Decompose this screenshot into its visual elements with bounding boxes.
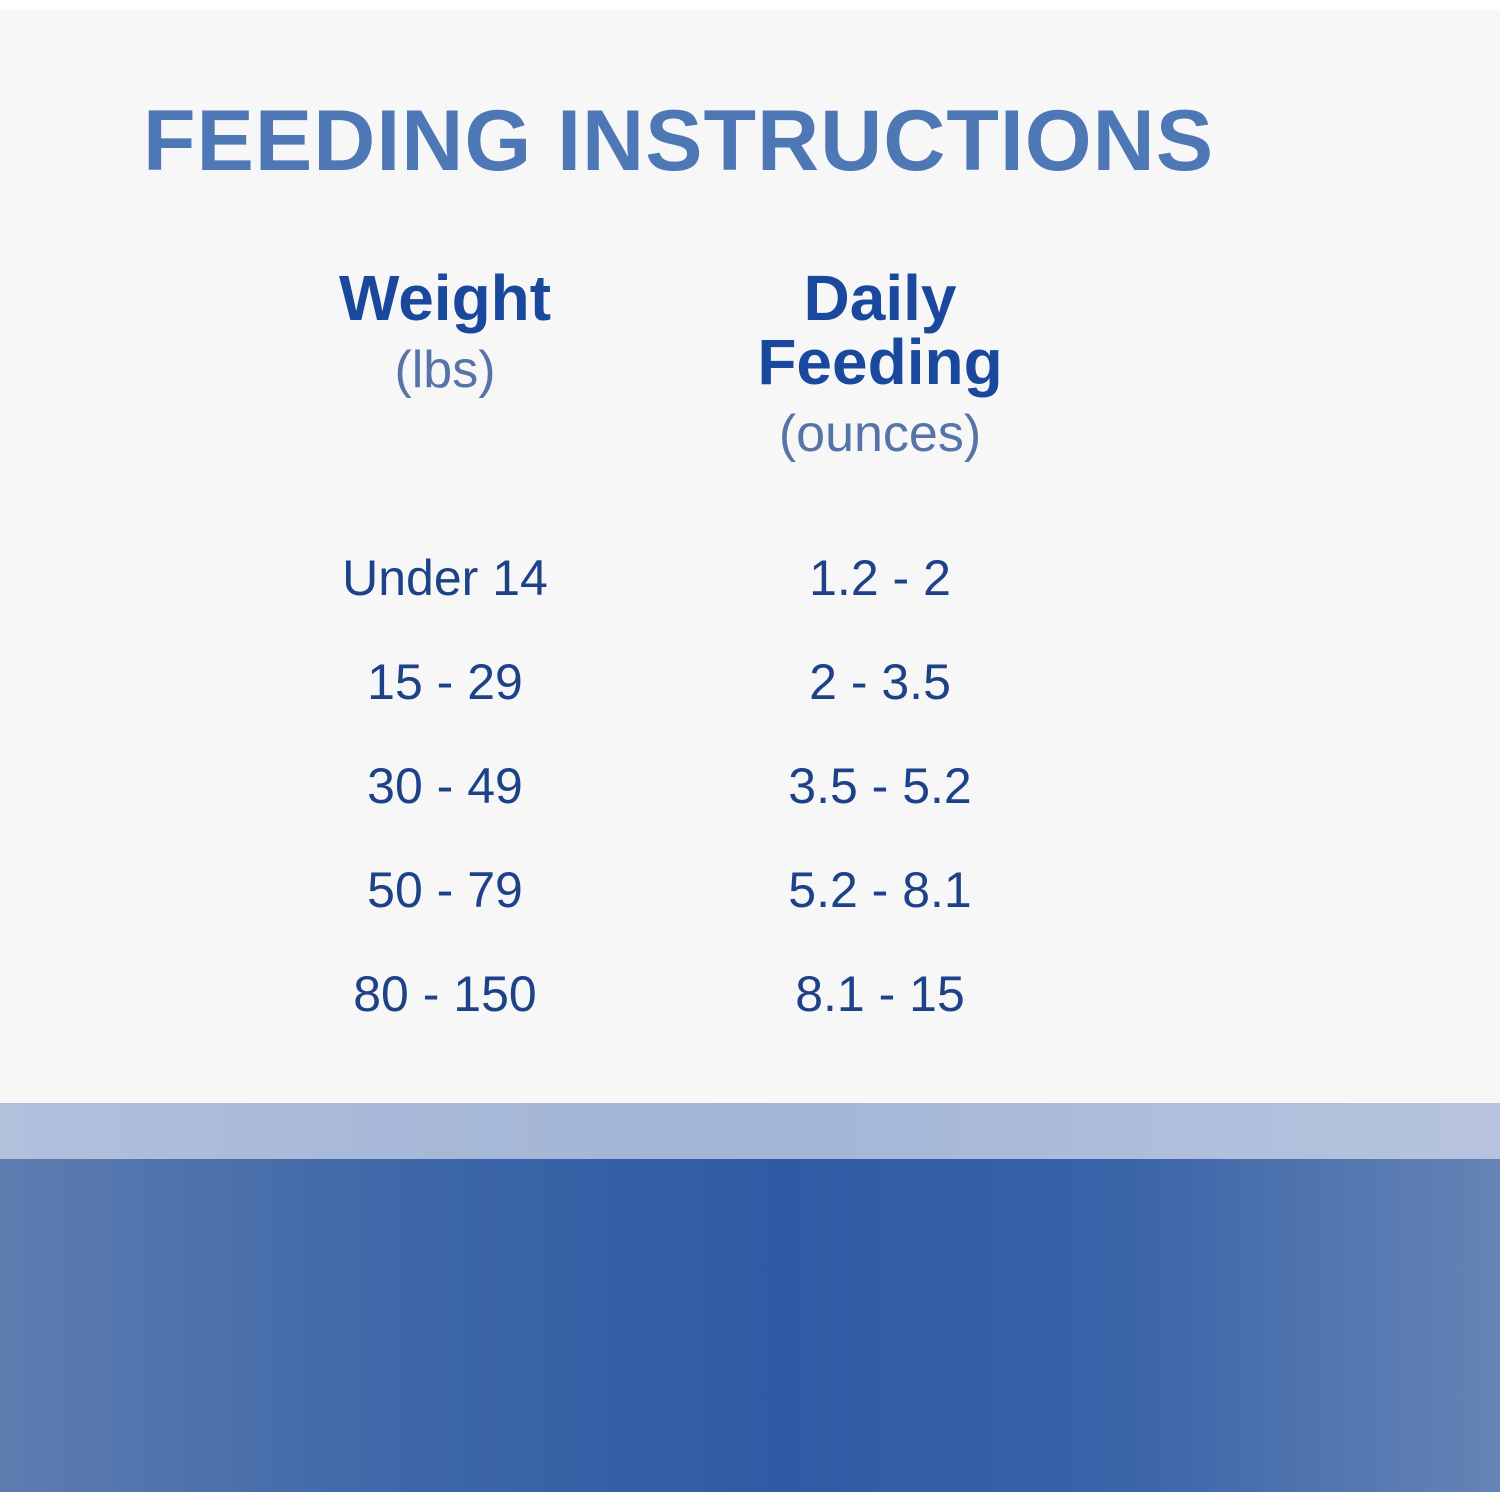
page-title: FEEDING INSTRUCTIONS [143, 93, 1215, 189]
content-area: FEEDING INSTRUCTIONS Weight (lbs) Daily … [143, 93, 1500, 1046]
weight-column-label: Weight [338, 262, 552, 334]
feeding-cell: 3.5 - 5.2 [788, 758, 972, 814]
feeding-cell: 2 - 3.5 [809, 654, 951, 710]
feeding-cell: 8.1 - 15 [795, 966, 965, 1022]
weight-column-unit: (lbs) [394, 341, 496, 399]
weight-column-header: Weight (lbs) [195, 266, 695, 460]
weight-cell: 15 - 29 [367, 654, 523, 710]
bottom-white-strip [0, 1492, 1500, 1500]
table-header-row: Weight (lbs) Daily Feeding (ounces) [195, 266, 1500, 460]
feeding-cell: 1.2 - 2 [809, 550, 951, 606]
weight-cell: Under 14 [342, 550, 548, 606]
weight-cell: 30 - 49 [367, 758, 523, 814]
weight-cell: 50 - 79 [367, 862, 523, 918]
table-body: Under 14 1.2 - 2 15 - 29 2 - 3.5 30 - 49… [195, 526, 1500, 1046]
feeding-column-header: Daily Feeding (ounces) [695, 266, 1065, 460]
feeding-column-label: Daily Feeding [757, 262, 1003, 398]
feeding-column-unit: (ounces) [778, 405, 982, 463]
light-blue-band [0, 1103, 1500, 1159]
feeding-cell: 5.2 - 8.1 [788, 862, 972, 918]
weight-cell: 80 - 150 [353, 966, 537, 1022]
dark-blue-band [0, 1159, 1500, 1492]
